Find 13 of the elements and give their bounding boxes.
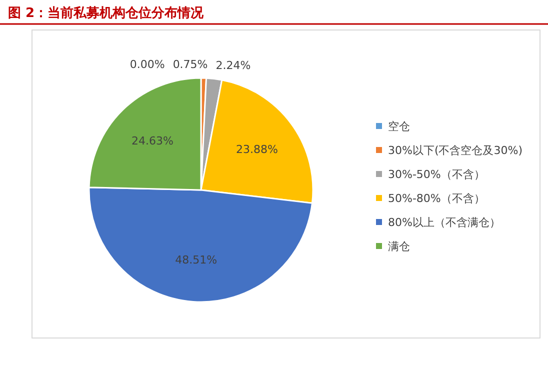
legend-label: 空仓 bbox=[388, 120, 410, 133]
legend-label: 30%-50%（不含） bbox=[388, 168, 485, 181]
legend-label: 满仓 bbox=[388, 240, 410, 253]
text: 0.00% bbox=[130, 58, 165, 71]
legend-label: 50%-80%（不含） bbox=[388, 192, 485, 205]
chart-title: 图 2：当前私募机构仓位分布情况 bbox=[8, 6, 205, 21]
legend-label: 80%以上（不含满仓） bbox=[388, 216, 500, 229]
data-label: 23.88% bbox=[236, 142, 278, 156]
data-label: 24.63% bbox=[132, 134, 174, 148]
data-label: 48.51% bbox=[175, 253, 218, 266]
legend-label: 30%以下(不含空仓及30%) bbox=[388, 144, 522, 157]
data-label: 0.75% bbox=[172, 58, 208, 72]
data-label: 2.24% bbox=[216, 58, 251, 72]
